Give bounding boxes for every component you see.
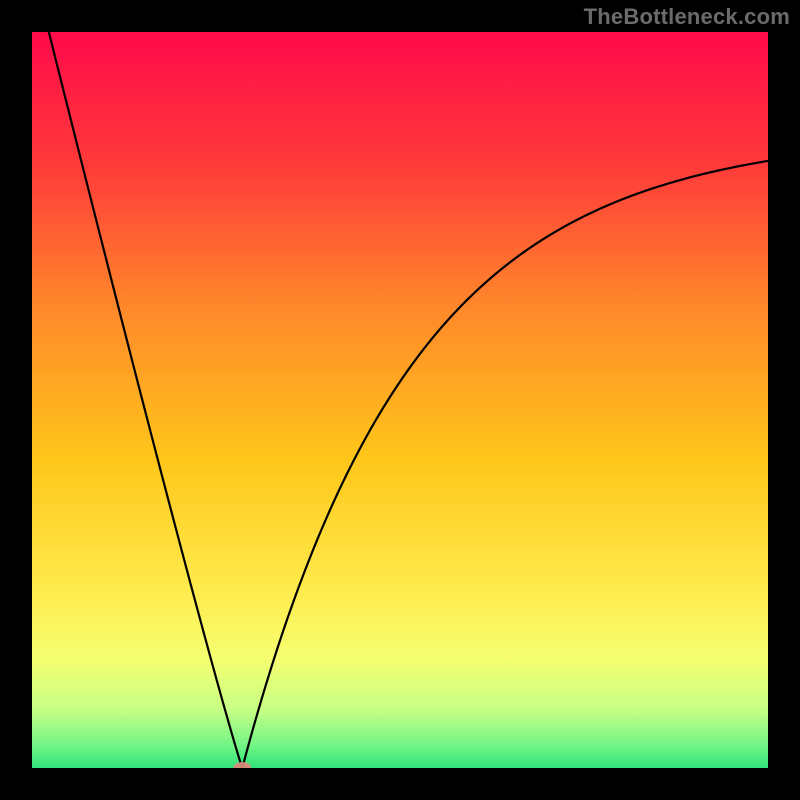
plot-svg <box>32 32 768 768</box>
stage: TheBottleneck.com <box>0 0 800 800</box>
watermark-text: TheBottleneck.com <box>584 4 790 30</box>
plot-area <box>32 32 768 768</box>
